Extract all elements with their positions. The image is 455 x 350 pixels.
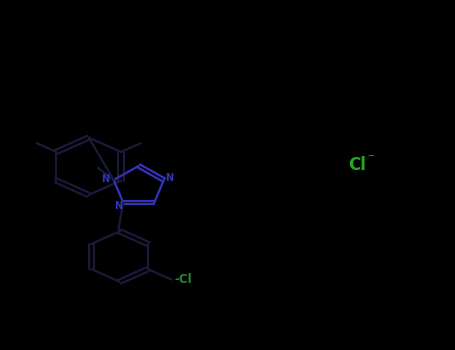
Text: N: N: [114, 201, 122, 211]
Text: -Cl: -Cl: [174, 273, 192, 286]
Text: Cl: Cl: [348, 155, 366, 174]
Text: N: N: [101, 174, 110, 183]
Text: N: N: [165, 173, 173, 183]
Text: ⁻: ⁻: [368, 152, 374, 165]
